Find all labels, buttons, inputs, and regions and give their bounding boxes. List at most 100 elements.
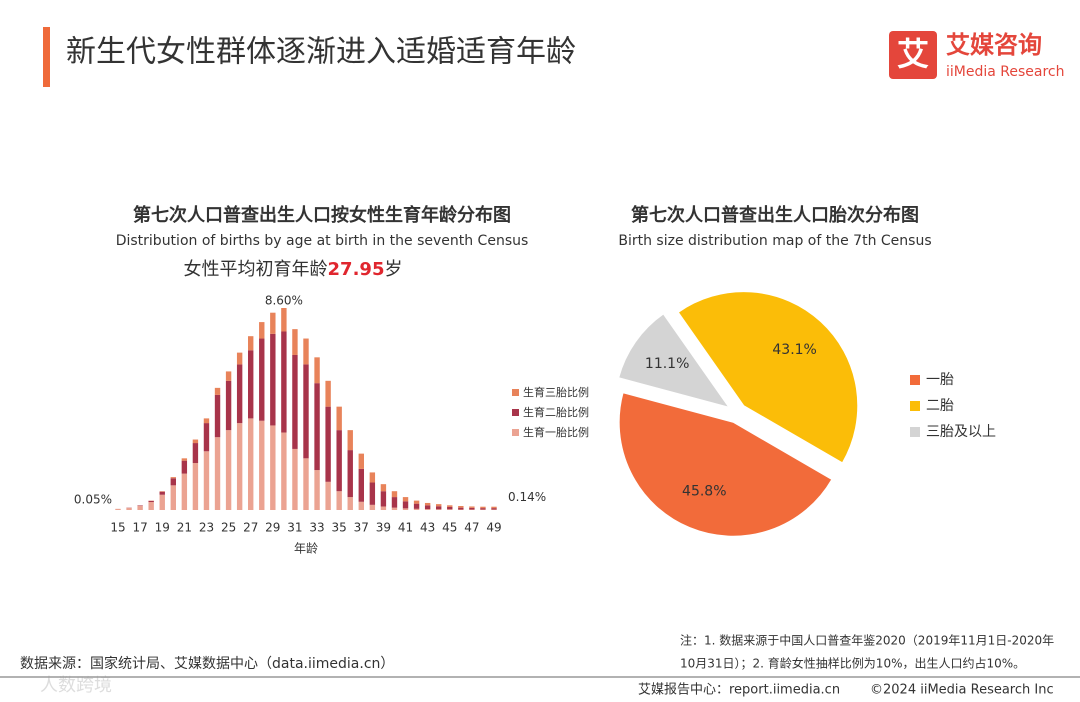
highlight-value: 27.95 [328, 259, 385, 280]
bar-segment [270, 312, 276, 334]
bar-segment [491, 506, 497, 509]
bar-segment [347, 497, 353, 510]
bar-segment [469, 507, 475, 510]
bar-segment [413, 503, 420, 509]
bar-segment [137, 505, 143, 510]
bar-segment [413, 500, 420, 504]
bar-segment [292, 329, 298, 355]
bar-segment [192, 439, 199, 444]
x-tick-label: 41 [398, 521, 413, 535]
pie-slice [677, 291, 859, 464]
legend-label: 生育二胎比例 [523, 405, 589, 419]
bar-segment [424, 509, 431, 510]
x-tick-label: 33 [309, 521, 324, 535]
bar-segment [148, 500, 154, 503]
x-tick-label: 25 [221, 521, 236, 535]
bar-segment [402, 501, 409, 509]
note-line: 10月31日）；2. 育龄女性抽样比例为10%，出生人口约占10%。 [680, 656, 1025, 671]
bar-segment [303, 364, 309, 459]
bar-segment [480, 506, 486, 509]
bar-segment [436, 504, 442, 507]
title-accent [43, 27, 50, 87]
bar-segment [248, 350, 254, 419]
bar-segment [458, 507, 464, 510]
bar-segment [469, 506, 475, 508]
bar-segment [170, 477, 176, 479]
bar-segment [214, 394, 221, 438]
x-axis-label: 年龄 [294, 542, 318, 556]
highlight: 女性平均初育年龄27.95岁 [184, 259, 403, 280]
bar-segment [203, 423, 210, 452]
legend-label: 一胎 [926, 372, 954, 388]
source: 数据来源：国家统计局、艾媒数据中心（data.iimedia.cn） [20, 655, 394, 672]
logo-mark: 艾 [897, 35, 929, 73]
pie-label: 43.1% [772, 342, 816, 358]
bar-segment [402, 508, 409, 510]
pie-subtitle: Birth size distribution map of the 7th C… [618, 233, 931, 249]
bar-segment [159, 494, 165, 510]
x-tick-label: 31 [287, 521, 302, 535]
site: 艾媒报告中心：report.iimedia.cn [638, 683, 840, 698]
bar-segment [447, 506, 453, 510]
x-tick-label: 49 [486, 521, 501, 535]
bar-title: 第七次人口普查出生人口按女性生育年龄分布图 [133, 204, 511, 226]
bar-segment [391, 507, 398, 510]
x-tick-label: 39 [376, 521, 391, 535]
x-tick-label: 35 [332, 521, 347, 535]
bar-segment [402, 497, 409, 502]
bar-segment [281, 432, 287, 510]
bar-segment [259, 322, 265, 339]
bar-segment [391, 491, 398, 498]
bar-segment [380, 506, 387, 510]
bar-segment [192, 463, 199, 510]
bar-segment [181, 458, 188, 461]
bar-segment [270, 425, 276, 510]
bar-segment [225, 430, 232, 510]
bar-segment [236, 352, 243, 365]
bar-segment [314, 383, 320, 471]
highlight-prefix: 女性平均初育年龄 [184, 259, 328, 280]
logo-box [889, 31, 937, 79]
bar-segment [259, 420, 265, 510]
bar-segment [214, 387, 221, 395]
bar-segment [347, 450, 353, 498]
bar-segment [203, 451, 210, 510]
legend-swatch [910, 401, 920, 411]
x-tick-label: 21 [177, 521, 192, 535]
bar-segment [292, 448, 298, 510]
data-label: 0.14% [508, 490, 546, 504]
note-line: 注：1. 数据来源于中国人口普查年鉴2020（2019年11月1日-2020年 [680, 633, 1054, 648]
page-title: 新生代女性群体逐渐进入适婚适育年龄 [66, 35, 576, 70]
x-tick-label: 27 [243, 521, 258, 535]
logo-name-en: iiMedia Research [946, 64, 1065, 80]
bar-segment [203, 418, 210, 424]
bar-segment [436, 509, 442, 510]
bar-segment [325, 481, 331, 510]
copyright: ©2024 iiMedia Research Inc [870, 683, 1054, 698]
data-label: 8.60% [265, 294, 303, 308]
bar-segment [192, 443, 199, 464]
data-label: 0.05% [74, 492, 112, 506]
x-tick-label: 37 [354, 521, 369, 535]
bar-segment [358, 501, 364, 510]
bar-segment [159, 491, 165, 495]
x-tick-label: 17 [132, 521, 147, 535]
bar-segment [281, 308, 287, 332]
x-tick-label: 23 [199, 521, 214, 535]
bar-segment [314, 470, 320, 510]
bar-segment [458, 506, 464, 508]
x-tick-label: 19 [155, 521, 170, 535]
legend-label: 三胎及以上 [926, 424, 996, 440]
bar-segment [391, 497, 398, 508]
bar-segment [424, 502, 431, 506]
bar-segment [380, 491, 387, 507]
watermark: 人数跨境 [40, 675, 112, 696]
bar-segment [369, 504, 376, 510]
bar-segment [303, 458, 309, 510]
x-tick-label: 29 [265, 521, 280, 535]
bar-segment [424, 505, 431, 510]
bar-segment [236, 364, 243, 424]
bar-segment [413, 508, 420, 510]
x-tick-label: 43 [420, 521, 435, 535]
